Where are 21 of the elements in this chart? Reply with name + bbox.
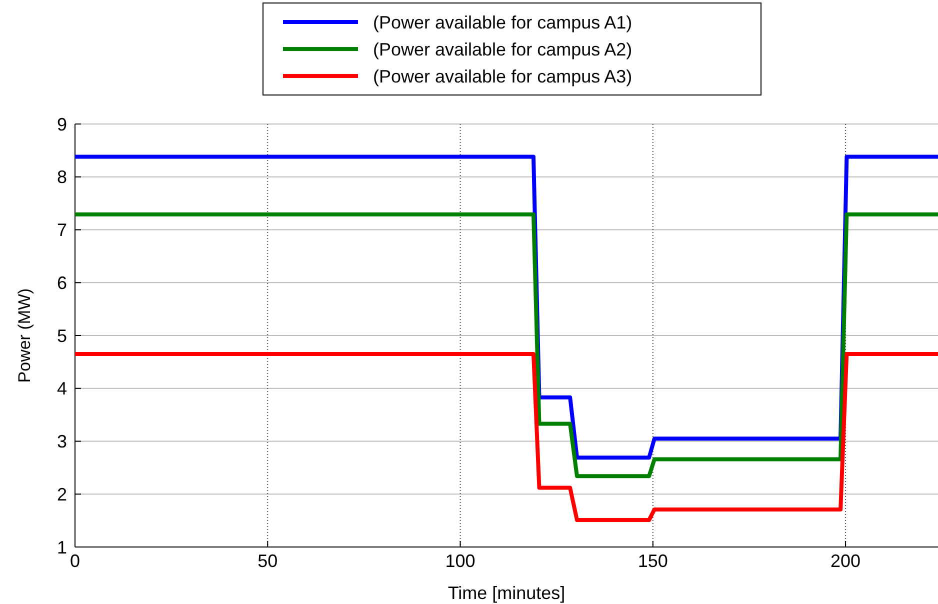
x-tick-label: 100 (445, 551, 476, 571)
x-axis-title: Time [minutes] (448, 583, 566, 603)
y-axis-title: Power (MW) (15, 288, 34, 383)
y-tick-label: 3 (56, 432, 67, 452)
y-tick-label: 5 (56, 326, 67, 346)
y-tick-label: 4 (56, 378, 67, 399)
x-tick-label: 150 (638, 551, 668, 571)
y-tick-label: 7 (56, 220, 67, 240)
y-tick-label: 2 (56, 484, 67, 504)
y-tick-label: 9 (56, 114, 67, 134)
y-tick-label: 1 (56, 537, 67, 558)
legend-label: (Power available for campus A2) (373, 39, 632, 60)
legend-label: (Power available for campus A1) (373, 12, 632, 32)
x-tick-label: 0 (70, 551, 80, 571)
x-tick-label: 200 (830, 551, 861, 571)
x-tick-label: 50 (258, 551, 278, 571)
line-series (73, 352, 938, 522)
y-tick-label: 6 (56, 272, 67, 293)
y-tick-label: 8 (56, 167, 67, 188)
line-series (73, 212, 938, 478)
legend-label: (Power available for campus A3) (373, 66, 632, 86)
